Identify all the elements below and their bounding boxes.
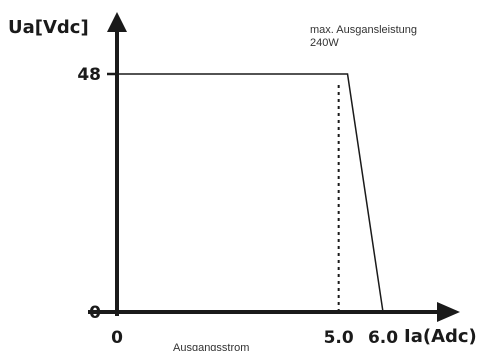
x-tick-label: 0 bbox=[111, 328, 123, 348]
max-power-value: 240W bbox=[310, 37, 339, 49]
y-tick-label: 48 bbox=[77, 65, 101, 85]
x-tick-label: 5.0 bbox=[324, 328, 354, 348]
max-power-annotation: max. Ausgansleistung bbox=[310, 24, 417, 36]
y-tick-label: 0 bbox=[89, 303, 101, 323]
x-axis-title: Ausgangsstrom bbox=[173, 342, 249, 351]
y-axis-arrow bbox=[107, 12, 127, 32]
x-axis-label: Ia(Adc) bbox=[404, 326, 477, 347]
y-axis-label: Ua[Vdc] bbox=[8, 17, 89, 38]
x-axis-arrow bbox=[437, 302, 460, 322]
chart-marks: 0 48 0 5.0 6.0 bbox=[77, 65, 398, 348]
output-characteristic-line bbox=[117, 73, 384, 313]
x-tick-label: 6.0 bbox=[368, 328, 398, 348]
